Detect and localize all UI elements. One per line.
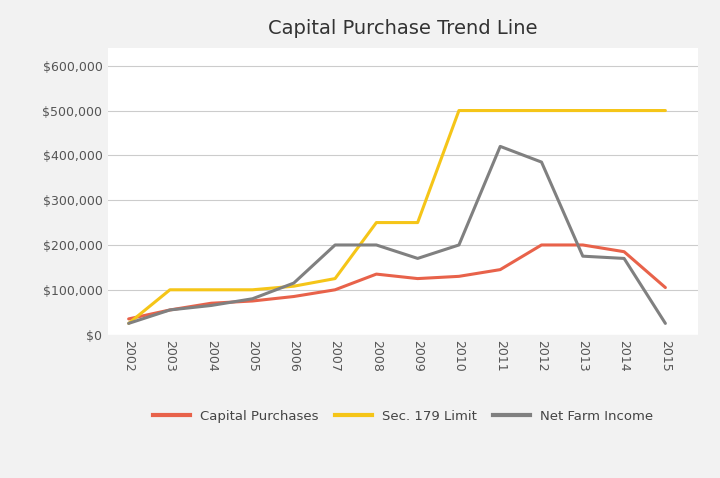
Capital Purchases xyxy=(125,316,133,322)
Sec. 179 Limit xyxy=(496,108,505,113)
Net Farm Income xyxy=(413,256,422,261)
Sec. 179 Limit xyxy=(372,220,381,226)
Line: Sec. 179 Limit: Sec. 179 Limit xyxy=(129,110,665,324)
Legend: Capital Purchases, Sec. 179 Limit, Net Farm Income: Capital Purchases, Sec. 179 Limit, Net F… xyxy=(148,404,659,428)
Capital Purchases xyxy=(454,273,463,279)
Capital Purchases xyxy=(372,271,381,277)
Capital Purchases xyxy=(496,267,505,272)
Sec. 179 Limit xyxy=(289,283,298,289)
Capital Purchases xyxy=(620,249,629,255)
Net Farm Income xyxy=(289,280,298,286)
Capital Purchases xyxy=(248,298,257,304)
Line: Capital Purchases: Capital Purchases xyxy=(129,245,665,319)
Sec. 179 Limit xyxy=(207,287,215,293)
Sec. 179 Limit xyxy=(661,108,670,113)
Net Farm Income xyxy=(330,242,339,248)
Capital Purchases xyxy=(661,285,670,291)
Title: Capital Purchase Trend Line: Capital Purchase Trend Line xyxy=(269,19,538,38)
Sec. 179 Limit xyxy=(125,321,133,326)
Sec. 179 Limit xyxy=(620,108,629,113)
Sec. 179 Limit xyxy=(578,108,587,113)
Capital Purchases xyxy=(166,307,174,313)
Capital Purchases xyxy=(578,242,587,248)
Net Farm Income xyxy=(372,242,381,248)
Net Farm Income xyxy=(454,242,463,248)
Line: Net Farm Income: Net Farm Income xyxy=(129,146,665,324)
Sec. 179 Limit xyxy=(248,287,257,293)
Capital Purchases xyxy=(330,287,339,293)
Sec. 179 Limit xyxy=(166,287,174,293)
Capital Purchases xyxy=(289,293,298,299)
Sec. 179 Limit xyxy=(330,276,339,282)
Net Farm Income xyxy=(496,143,505,149)
Net Farm Income xyxy=(207,303,215,308)
Net Farm Income xyxy=(620,256,629,261)
Sec. 179 Limit xyxy=(454,108,463,113)
Net Farm Income xyxy=(661,321,670,326)
Sec. 179 Limit xyxy=(537,108,546,113)
Net Farm Income xyxy=(537,159,546,165)
Capital Purchases xyxy=(537,242,546,248)
Net Farm Income xyxy=(125,321,133,326)
Net Farm Income xyxy=(248,296,257,302)
Net Farm Income xyxy=(578,253,587,259)
Sec. 179 Limit xyxy=(413,220,422,226)
Capital Purchases xyxy=(207,300,215,306)
Capital Purchases xyxy=(413,276,422,282)
Net Farm Income xyxy=(166,307,174,313)
